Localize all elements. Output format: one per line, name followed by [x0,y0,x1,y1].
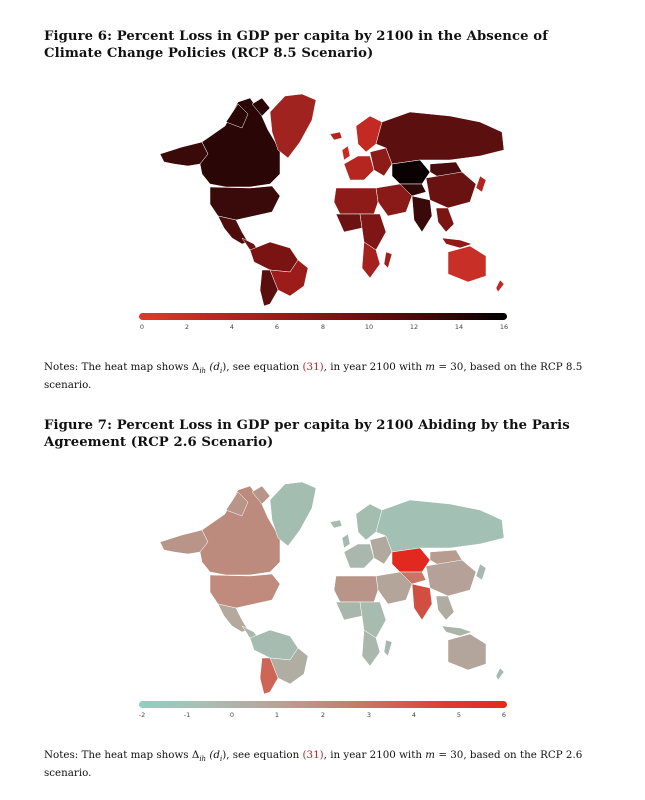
region-canada [199,485,281,576]
region-africa-north [333,575,379,603]
figure-6-map [130,92,515,307]
region-africa-west [335,601,363,621]
region-japan [475,175,487,193]
equation-link[interactable]: (31) [302,361,324,373]
figure-7-notes: Notes: The heat map shows Δih (di), see … [44,749,583,780]
region-russia [375,111,505,165]
region-iceland [329,131,343,141]
colorbar-gradient [139,701,507,708]
region-europe-east [369,535,393,565]
figure-7-title: Figure 7: Percent Loss in GDP per capita… [44,418,570,450]
colorbar-tick: 5 [456,711,462,719]
region-south-america-north [249,629,299,661]
region-arctic-islands [225,485,271,517]
region-madagascar [383,251,393,269]
region-uk [341,145,351,161]
region-australia [447,633,487,671]
region-new-zealand [495,667,505,681]
region-usa [209,185,281,221]
colorbar-tick: 4 [411,711,417,719]
region-south-america-south [259,657,279,695]
colorbar-tick: 2 [184,323,190,331]
world-map-rcp26 [159,481,505,695]
region-south-america-south [259,269,279,307]
region-madagascar [383,639,393,657]
region-africa-north [333,187,379,215]
region-africa-south [361,629,381,667]
figure-7-map [130,480,515,695]
region-arctic-islands [225,97,271,129]
colorbar-tick: 2 [320,711,326,719]
region-australia [447,245,487,283]
figure-6-title: Figure 6: Percent Loss in GDP per capita… [44,29,548,61]
region-alaska [159,141,209,167]
colorbar-tick: 6 [274,323,280,331]
region-india [411,583,433,621]
region-russia [375,499,505,553]
colorbar-tick: 8 [320,323,326,331]
region-indonesia [441,237,473,249]
colorbar-tick: 6 [501,711,507,719]
colorbar-tick: 12 [409,323,419,331]
colorbar-tick: -1 [183,711,191,719]
region-southeast-asia [435,207,455,233]
figure-6-notes: Notes: The heat map shows Δih (di), see … [44,361,583,392]
equation-link[interactable]: (31) [302,749,324,761]
region-alaska [159,529,209,555]
region-europe-east [369,147,393,177]
region-kazakhstan [391,159,431,185]
figure-6-colorbar: 0 2 4 6 8 10 12 14 16 [139,313,509,341]
region-indonesia [441,625,473,637]
region-brazil [269,259,309,297]
region-mexico [217,215,249,245]
region-china [425,559,477,597]
region-europe-west [343,155,375,181]
region-scandinavia [355,503,383,541]
region-usa [209,573,281,609]
region-scandinavia [355,115,383,153]
colorbar-tick: -2 [138,711,146,719]
region-mexico [217,603,249,633]
colorbar-tick: 14 [454,323,464,331]
colorbar-tick: 4 [229,323,235,331]
figure-7-colorbar: -2 -1 0 1 2 3 4 5 6 [139,701,507,729]
colorbar-tick: 1 [274,711,280,719]
colorbar-tick: 3 [366,711,372,719]
colorbar-tick: 16 [499,323,509,331]
region-europe-west [343,543,375,569]
region-kazakhstan [391,547,431,573]
colorbar-tick: 10 [364,323,374,331]
world-map-rcp85 [159,93,505,307]
region-iceland [329,519,343,529]
region-canada [199,97,281,188]
region-china [425,171,477,209]
region-new-zealand [495,279,505,293]
region-southeast-asia [435,595,455,621]
region-india [411,195,433,233]
region-japan [475,563,487,581]
region-greenland [269,481,317,547]
region-africa-south [361,241,381,279]
colorbar-tick: 0 [229,711,235,719]
colorbar-gradient [139,313,507,320]
region-africa-west [335,213,363,233]
region-greenland [269,93,317,159]
colorbar-tick: 0 [139,323,145,331]
region-uk [341,533,351,549]
region-south-america-north [249,241,299,273]
region-brazil [269,647,309,685]
